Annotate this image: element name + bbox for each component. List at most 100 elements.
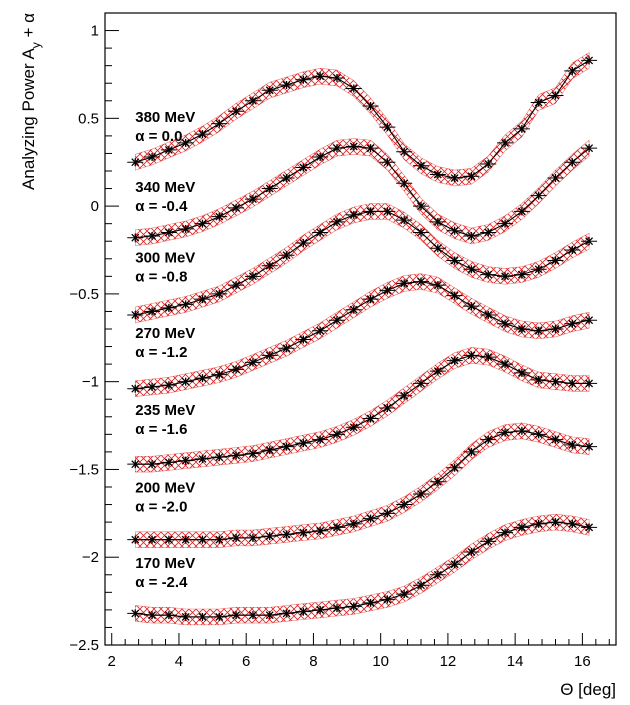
- data-point: [446, 560, 463, 569]
- x-tick-label: 6: [242, 653, 250, 670]
- data-point: [396, 179, 413, 188]
- data-point: [194, 130, 211, 139]
- data-point: [413, 490, 430, 499]
- data-point: [144, 460, 161, 469]
- y-axis-title-tail: + α: [19, 13, 38, 42]
- data-point: [127, 233, 144, 242]
- data-point: [463, 231, 480, 240]
- data-point: [278, 344, 295, 353]
- series-line: [135, 145, 590, 239]
- data-point: [581, 523, 598, 532]
- data-point: [228, 451, 245, 460]
- data-point: [429, 570, 446, 579]
- y-tick-label: −2.5: [69, 637, 99, 654]
- data-point: [379, 509, 396, 518]
- x-axis: 2 4 6 8 10 12 14 16: [108, 633, 610, 670]
- y-tick-label: 0.5: [78, 110, 99, 127]
- data-point: [228, 611, 245, 620]
- data-point: [497, 138, 514, 147]
- x-tick-label: 4: [175, 653, 183, 670]
- data-point: [295, 75, 312, 84]
- data-point: [379, 123, 396, 132]
- data-point: [127, 384, 144, 393]
- data-point: [564, 158, 581, 167]
- data-point: [513, 207, 530, 216]
- data-point: [278, 442, 295, 451]
- x-tick-label: 2: [108, 653, 116, 670]
- data-point: [446, 174, 463, 183]
- data-point: [244, 449, 261, 458]
- data-point: [244, 272, 261, 281]
- data-point: [211, 370, 228, 379]
- y-axis-title: Analyzing Power Ay + α: [19, 13, 43, 190]
- data-point: [547, 91, 564, 100]
- data-point: [362, 598, 379, 607]
- data-point: [345, 519, 362, 528]
- data-point: [480, 310, 497, 319]
- data-point: [429, 281, 446, 290]
- data-point: [261, 532, 278, 541]
- data-point: [379, 207, 396, 216]
- data-point: [328, 430, 345, 439]
- data-point: [429, 244, 446, 253]
- series-annotations: 380 MeV α = 0.0 340 MeV α = -0.4 300 MeV α = …: [135, 109, 195, 591]
- data-point: [413, 202, 430, 211]
- data-point: [497, 428, 514, 437]
- data-point: [564, 440, 581, 449]
- data-point: [177, 224, 194, 233]
- data-point: [513, 124, 530, 133]
- series-alpha-label: α = -0.4: [135, 198, 188, 215]
- y-axis-title-main: Analyzing Power A: [19, 48, 38, 190]
- data-point: [581, 442, 598, 451]
- data-point: [581, 316, 598, 325]
- data-point: [463, 172, 480, 181]
- data-point: [530, 519, 547, 528]
- data-point: [497, 360, 514, 369]
- data-point: [278, 80, 295, 89]
- series-line: [135, 281, 590, 390]
- data-point: [547, 325, 564, 333]
- data-point: [160, 145, 177, 154]
- data-point: [362, 295, 379, 304]
- data-point: [261, 86, 278, 95]
- series-alpha-label: α = -2.4: [135, 574, 188, 591]
- y-tick-label: −1: [82, 374, 99, 391]
- data-point: [345, 210, 362, 219]
- data-point: [244, 96, 261, 105]
- series-energy-label: 170 MeV: [135, 555, 195, 572]
- data-point: [127, 158, 144, 167]
- data-point: [177, 138, 194, 147]
- data-point: [564, 246, 581, 254]
- data-point: [513, 368, 530, 377]
- series-alpha-label: α = -0.8: [135, 268, 187, 285]
- data-point: [211, 453, 228, 462]
- data-point: [211, 535, 228, 544]
- data-point: [295, 238, 312, 247]
- data-point: [328, 604, 345, 613]
- data-point: [211, 212, 228, 221]
- data-point: [295, 335, 312, 344]
- data-point: [312, 605, 329, 614]
- data-point: [446, 256, 463, 265]
- x-tick-label: 8: [309, 653, 317, 670]
- data-point: [160, 303, 177, 312]
- uncertainty-band: [135, 138, 590, 246]
- data-point: [295, 163, 312, 172]
- data-point: [244, 533, 261, 542]
- data-point: [530, 98, 547, 107]
- data-point: [547, 174, 564, 183]
- data-point: [228, 365, 245, 374]
- uncertainty-band: [135, 51, 590, 187]
- data-point: [413, 277, 430, 286]
- data-point: [228, 203, 245, 212]
- series-line: [135, 210, 590, 316]
- data-point: [177, 377, 194, 386]
- y-tick-label: −2: [82, 549, 99, 566]
- uncertainty-band: [135, 273, 590, 397]
- data-point: [328, 217, 345, 226]
- data-point: [160, 228, 177, 237]
- x-tick-label: 12: [440, 653, 457, 670]
- data-point: [144, 152, 161, 161]
- series-energy-label: 380 MeV: [135, 109, 195, 126]
- data-point: [581, 379, 598, 388]
